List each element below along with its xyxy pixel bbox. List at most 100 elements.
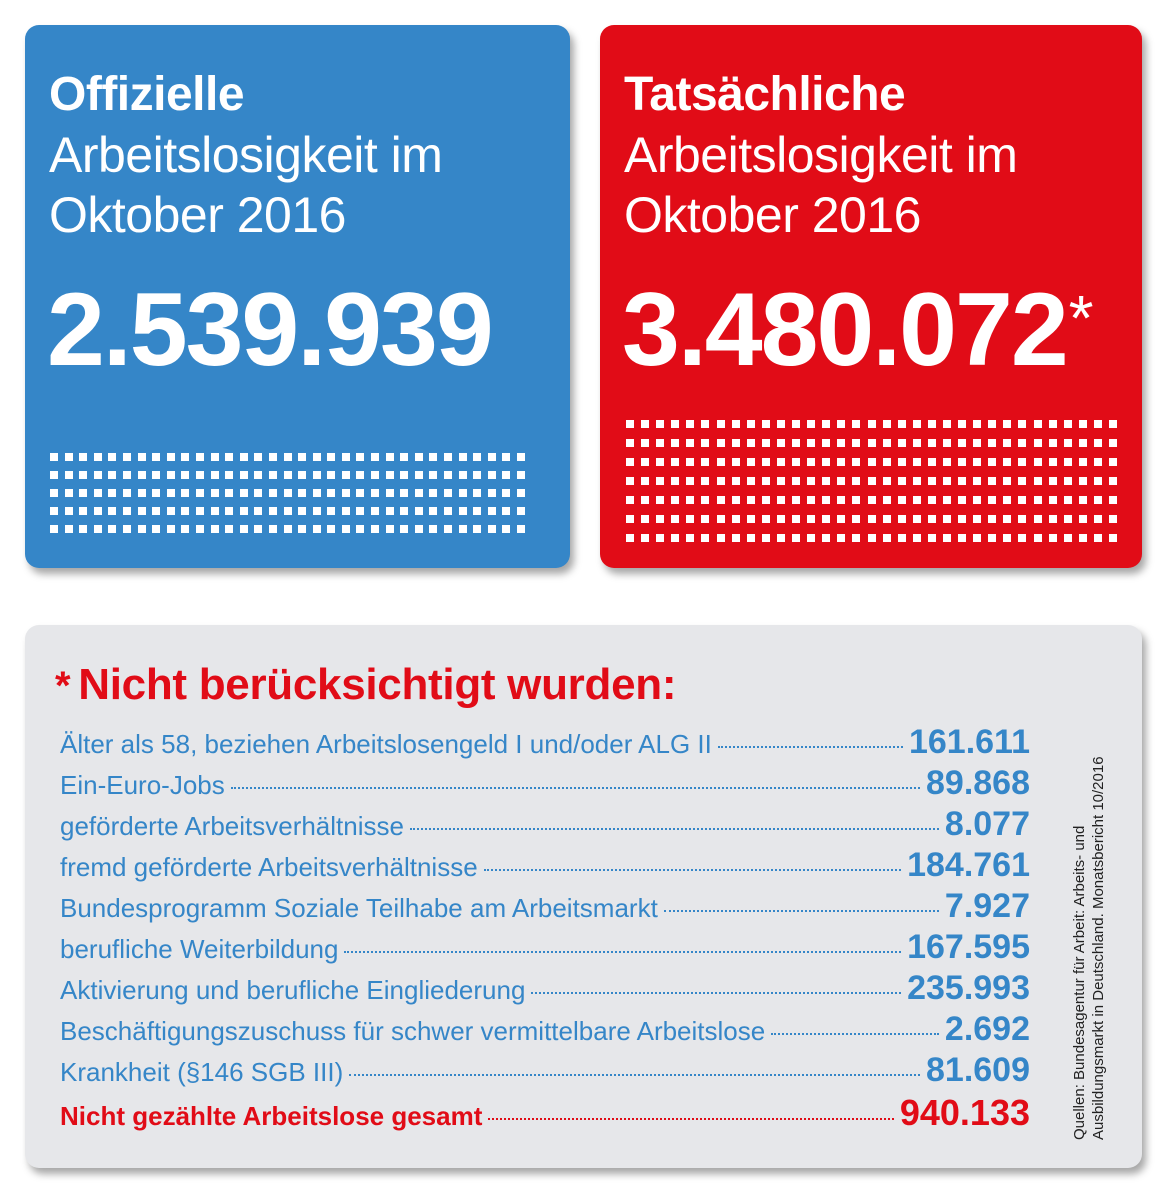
dot-square xyxy=(807,496,816,504)
dot-square xyxy=(1063,439,1072,447)
dot-square xyxy=(897,477,906,485)
dot-square xyxy=(1093,477,1102,485)
dot-square xyxy=(1109,496,1117,504)
dot-square xyxy=(1109,534,1117,542)
dot-square xyxy=(897,515,906,523)
item-value: 7.927 xyxy=(944,887,1030,925)
dot-square xyxy=(746,458,755,466)
dot-square xyxy=(792,515,801,523)
actual-unemployment-card: Tatsächliche Arbeitslosigkeit im Oktober… xyxy=(600,25,1142,568)
dot-square xyxy=(517,489,525,497)
dot-square xyxy=(716,515,725,523)
dot-square xyxy=(837,477,846,485)
dot-square xyxy=(1048,477,1057,485)
dotted-leader xyxy=(409,828,939,830)
dot-square xyxy=(356,525,365,533)
dot-square xyxy=(807,439,816,447)
dot-square xyxy=(181,489,190,497)
dot-square xyxy=(210,525,219,533)
dot-square xyxy=(776,496,785,504)
dot-square xyxy=(746,496,755,504)
dot-square xyxy=(254,525,263,533)
dot-square xyxy=(502,471,511,479)
dot-square xyxy=(852,477,861,485)
dot-square xyxy=(327,525,336,533)
actual-number-wrap: 3.480.072* xyxy=(622,275,1094,385)
dot-square xyxy=(429,471,438,479)
dot-square xyxy=(210,453,219,461)
dot-square xyxy=(988,420,997,428)
dot-square xyxy=(761,477,770,485)
dot-square xyxy=(958,496,967,504)
source-line-2: Ausbildungsmarkt in Deutschland. Monatsb… xyxy=(1090,756,1107,1140)
dot-square xyxy=(656,496,665,504)
dot-square xyxy=(822,534,831,542)
dot-square xyxy=(626,534,634,542)
item-value: 8.077 xyxy=(944,805,1030,843)
dot-square xyxy=(341,453,350,461)
item-value: 235.993 xyxy=(907,969,1030,1007)
dot-square xyxy=(776,458,785,466)
dot-square xyxy=(641,515,650,523)
dot-square xyxy=(341,507,350,515)
item-value: 167.595 xyxy=(907,928,1030,966)
official-title-line3: Oktober 2016 xyxy=(49,187,346,243)
dot-square xyxy=(731,458,740,466)
dot-square xyxy=(731,515,740,523)
dot-square xyxy=(239,453,248,461)
dot-square xyxy=(327,507,336,515)
dot-square xyxy=(1093,439,1102,447)
dot-square xyxy=(79,453,88,461)
actual-title-line2: Arbeitslosigkeit im xyxy=(624,127,1018,183)
item-value: 89.868 xyxy=(926,764,1030,802)
dot-square xyxy=(444,525,453,533)
dot-square xyxy=(716,496,725,504)
dot-square xyxy=(1078,534,1087,542)
dot-square xyxy=(1063,496,1072,504)
item-value: 940.133 xyxy=(899,1092,1030,1133)
list-item: geförderte Arbeitsverhältnisse 8.077 xyxy=(60,805,1030,846)
dot-square xyxy=(195,471,204,479)
dot-square xyxy=(50,471,58,479)
asterisk-icon: * xyxy=(55,664,71,708)
dot-square xyxy=(852,496,861,504)
dot-square xyxy=(641,420,650,428)
dot-square xyxy=(64,489,73,497)
dot-square xyxy=(1003,515,1012,523)
dot-square xyxy=(927,496,936,504)
official-number: 2.539.939 xyxy=(47,272,494,388)
item-label: Krankheit (§146 SGB III) xyxy=(60,1057,344,1087)
dot-square xyxy=(988,515,997,523)
dot-square xyxy=(79,525,88,533)
dot-square xyxy=(912,458,921,466)
dot-square xyxy=(1018,420,1027,428)
dot-square xyxy=(641,496,650,504)
dot-square xyxy=(312,453,321,461)
dot-square xyxy=(152,507,161,515)
dot-square xyxy=(958,477,967,485)
dot-square xyxy=(1048,534,1057,542)
dot-square xyxy=(122,471,131,479)
dot-square xyxy=(152,525,161,533)
dot-square xyxy=(341,525,350,533)
dot-square xyxy=(701,496,710,504)
official-title-bold: Offizielle xyxy=(49,68,245,121)
dot-square xyxy=(897,420,906,428)
dot-square xyxy=(137,471,146,479)
dot-square xyxy=(108,453,117,461)
dot-square xyxy=(254,489,263,497)
dot-square xyxy=(137,489,146,497)
dot-square xyxy=(701,515,710,523)
dot-square xyxy=(1109,439,1117,447)
dot-square xyxy=(502,489,511,497)
dot-square xyxy=(429,525,438,533)
dot-square xyxy=(867,439,876,447)
dot-square xyxy=(225,489,234,497)
dot-square xyxy=(166,525,175,533)
dot-square xyxy=(837,515,846,523)
dot-square xyxy=(837,439,846,447)
dot-square xyxy=(822,477,831,485)
dot-square xyxy=(458,525,467,533)
dot-square xyxy=(761,515,770,523)
list-item: Älter als 58, beziehen Arbeitslosengeld … xyxy=(60,723,1030,764)
